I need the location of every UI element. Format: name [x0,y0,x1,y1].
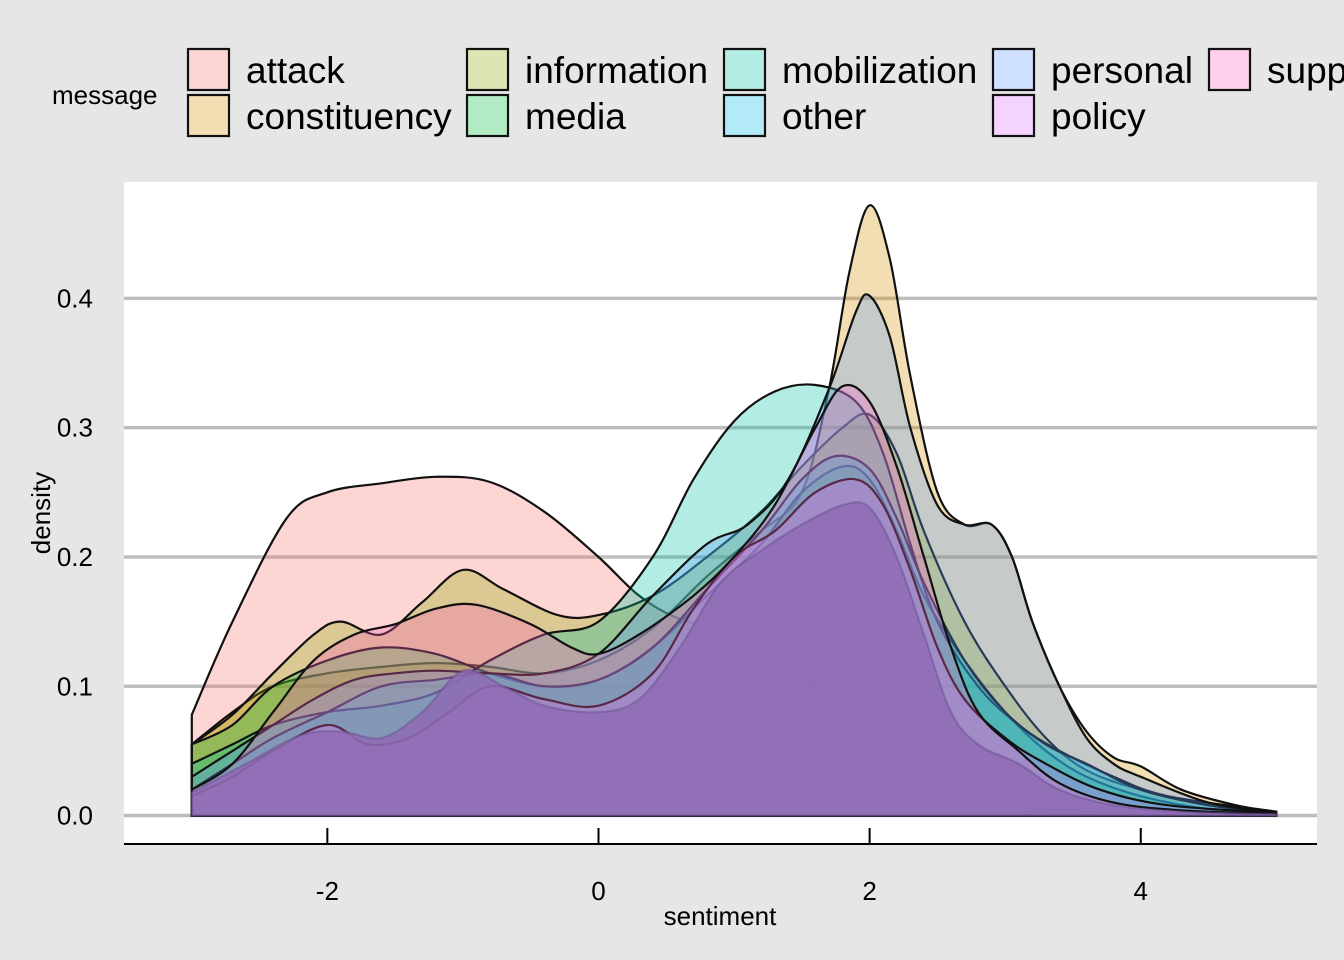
x-tick-label: -2 [316,876,339,906]
x-tick-label: 0 [591,876,605,906]
legend-key-bg [467,49,508,90]
legend-label-other: other [782,96,866,137]
x-tick-label: 2 [862,876,876,906]
legend-title: message [52,80,158,110]
legend-key-personal [991,47,1036,92]
legend-label-mobilization: mobilization [782,50,977,91]
legend-key-bg [1209,49,1250,90]
y-tick-label: 0.1 [57,671,93,701]
legend-key-bg [724,95,765,136]
y-tick-label: 0.0 [57,801,93,831]
legend-key-attack [186,47,231,92]
legend-label-information: information [525,50,708,91]
legend-label-personal: personal [1051,50,1193,91]
y-tick-label: 0.2 [57,542,93,572]
legend-key-bg [467,95,508,136]
legend-key-supp [1207,47,1252,92]
legend-key-bg [188,49,229,90]
x-ticks: -2 0 2 4 [316,828,1148,906]
legend-key-bg [188,95,229,136]
y-ticks: 0.0 0.1 0.2 0.3 0.4 [57,283,93,830]
legend-label-constituency: constituency [246,96,452,137]
legend-key-mobilization [722,47,767,92]
density-areas [190,204,1278,817]
legend-key-bg [993,49,1034,90]
legend-key-other [722,93,767,138]
legend-key-information [465,47,510,92]
legend-label-supp: supp [1267,50,1344,91]
legend-key-policy [991,93,1036,138]
legend-key-constituency [186,93,231,138]
legend-label-media: media [525,96,626,137]
x-tick-label: 4 [1134,876,1148,906]
legend-key-bg [993,95,1034,136]
y-tick-label: 0.3 [57,413,93,443]
y-axis-title: density [26,472,56,554]
legend-key-media [465,93,510,138]
legend: message attack constituency information med… [52,47,1344,138]
legend-label-attack: attack [246,50,345,91]
x-axis-title: sentiment [664,901,777,931]
legend-key-bg [724,49,765,90]
density-area-constituency [190,204,1278,817]
density-area-extra [190,501,1278,817]
legend-label-policy: policy [1051,96,1146,137]
y-tick-label: 0.4 [57,283,93,313]
